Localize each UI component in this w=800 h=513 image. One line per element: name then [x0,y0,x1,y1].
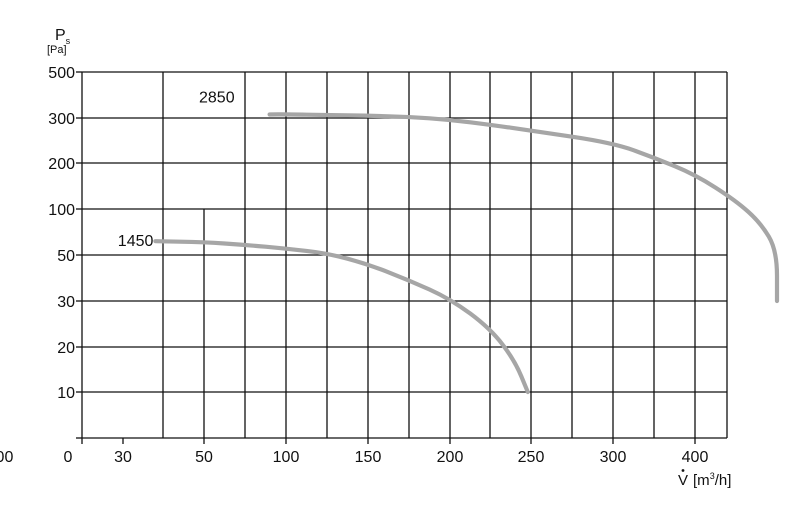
y-tick-label: 50 [57,248,75,265]
x-tick-label: 30 [114,449,132,466]
x-axis-label-unit: [m [693,472,710,489]
y-tick-label: 30 [57,294,75,311]
y-tick-label: 10 [57,385,75,402]
x-tick-label: 100 [273,449,300,466]
grid-lines [76,71,728,444]
y-axis-label-main: P [55,27,66,44]
x-tick-label: 50 [195,449,213,466]
x-tick-label: 0 [64,449,73,466]
x-tick-label: 200 [437,449,464,466]
y-tick-label: 500 [48,65,75,82]
series-curves [153,112,780,395]
series-label-2850: 2850 [199,90,235,107]
x-axis-label-exp: 3 [710,471,715,481]
series-curve-1450 [153,239,530,395]
x-axis-label-symbol: V [678,472,688,489]
y-tick-label: 100 [48,202,75,219]
y-tick-labels: 500 300 200 100 50 30 20 10 [48,65,75,402]
x-tick-label: 300 [600,449,627,466]
x-tick-labels: 0 30 50 100 150 200 250 300 400 500 [0,449,708,466]
x-axis-label-tail: /h] [715,472,732,489]
y-axis-unit: [Pa] [47,44,67,56]
x-tick-label: 500 [0,449,13,466]
y-tick-label: 200 [48,156,75,173]
svg-text:V[m3/h]: V [m3/h] [678,471,731,489]
y-tick-label: 300 [48,111,75,128]
x-axis-label-dot [681,469,685,472]
x-tick-label: 250 [518,449,545,466]
x-axis-label: V [m3/h] [678,469,731,489]
series-label-1450: 1450 [118,233,154,250]
y-tick-label: 20 [57,340,75,357]
y-axis-label: Ps [55,27,71,46]
series-labels: 1450 2850 [118,90,235,251]
y-axis-label-sub: s [66,36,71,46]
x-tick-label: 150 [355,449,382,466]
series-curve-2850 [267,112,780,304]
x-tick-label: 400 [682,449,709,466]
